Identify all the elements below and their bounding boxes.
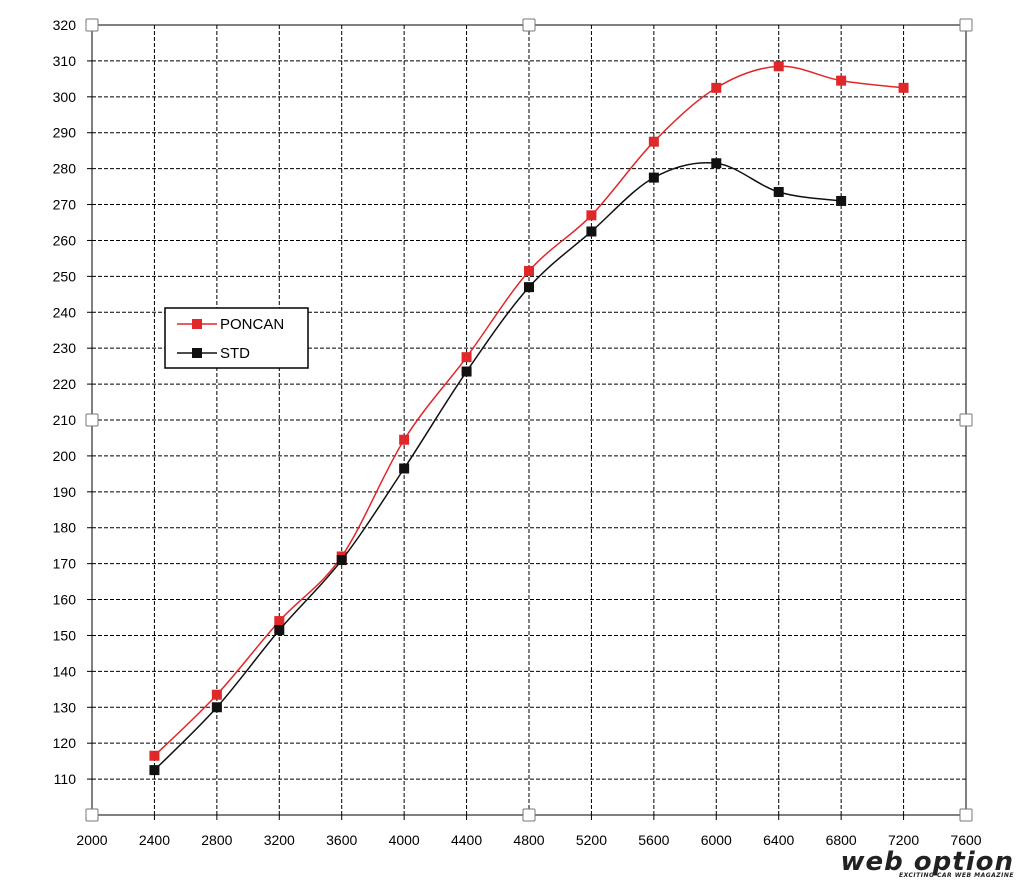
resize-handle-top-middle[interactable] bbox=[522, 18, 536, 32]
point-std-2800 bbox=[211, 702, 222, 713]
x-tick-label-2800: 2800 bbox=[201, 832, 232, 848]
resize-handle-top-left[interactable] bbox=[85, 18, 99, 32]
x-tick-label-6000: 6000 bbox=[701, 832, 732, 848]
point-std-6800 bbox=[836, 195, 847, 206]
axes: 110 120 130 140 150 160 170 180 190 200 210 220 230 2… bbox=[53, 17, 982, 848]
legend-marker-poncan bbox=[192, 319, 202, 329]
point-std-4000 bbox=[399, 463, 410, 474]
x-tick-label-2400: 2400 bbox=[139, 832, 170, 848]
point-poncan-4400 bbox=[461, 352, 472, 363]
legend-label-std: STD bbox=[220, 345, 250, 362]
point-std-3200 bbox=[274, 625, 285, 636]
y-tick-label-180: 180 bbox=[53, 520, 77, 536]
y-tick-label-280: 280 bbox=[53, 161, 77, 177]
point-std-3600 bbox=[336, 555, 347, 566]
resize-handle-bottom-right[interactable] bbox=[959, 808, 973, 822]
grid bbox=[92, 25, 966, 815]
y-tick-label-110: 110 bbox=[54, 771, 77, 787]
series-line-std bbox=[153, 161, 842, 771]
watermark-tagline: EXCITING CAR WEB MAGAZINE bbox=[898, 872, 1014, 879]
y-tick-label-310: 310 bbox=[53, 53, 77, 69]
y-tick-label-140: 140 bbox=[53, 663, 77, 679]
legend: PONCAN STD bbox=[164, 307, 309, 369]
x-tick-label-6400: 6400 bbox=[763, 832, 794, 848]
x-tick-label-4800: 4800 bbox=[513, 832, 544, 848]
y-tick-label-260: 260 bbox=[53, 232, 77, 248]
resize-handle-bottom-left[interactable] bbox=[85, 808, 99, 822]
y-tick-label-170: 170 bbox=[53, 556, 77, 572]
y-tick-label-120: 120 bbox=[53, 735, 77, 751]
y-tick-label-160: 160 bbox=[53, 592, 77, 608]
y-tick-label-320: 320 bbox=[53, 17, 77, 33]
x-tick-label-3600: 3600 bbox=[326, 832, 357, 848]
y-tick-label-240: 240 bbox=[53, 304, 77, 320]
x-tick-label-5200: 5200 bbox=[576, 832, 607, 848]
series-std bbox=[149, 158, 847, 776]
point-poncan-4800 bbox=[524, 265, 534, 276]
series-group bbox=[149, 61, 909, 776]
x-tick-label-7200: 7200 bbox=[888, 832, 919, 848]
plot-frame bbox=[91, 24, 967, 816]
resize-handle-middle-left[interactable] bbox=[85, 413, 99, 427]
series-poncan bbox=[149, 61, 909, 761]
x-tick-label-5600: 5600 bbox=[638, 832, 669, 848]
x-tick-label-3200: 3200 bbox=[264, 832, 295, 848]
x-tick-label-2000: 2000 bbox=[76, 832, 107, 848]
y-tick-label-210: 210 bbox=[53, 412, 77, 428]
point-std-2400 bbox=[149, 765, 160, 776]
point-std-4800 bbox=[524, 282, 534, 293]
legend-label-poncan: PONCAN bbox=[220, 316, 284, 333]
point-poncan-5600 bbox=[648, 136, 659, 147]
y-tick-label-200: 200 bbox=[53, 448, 77, 464]
legend-marker-std bbox=[192, 348, 202, 358]
point-std-5200 bbox=[586, 226, 597, 237]
y-tick-label-190: 190 bbox=[53, 484, 77, 500]
selection-handles[interactable] bbox=[85, 18, 973, 822]
resize-handle-bottom-middle[interactable] bbox=[522, 808, 536, 822]
x-tick-label-7600: 7600 bbox=[950, 832, 981, 848]
x-tick-label-4000: 4000 bbox=[389, 832, 420, 848]
point-poncan-6000 bbox=[711, 82, 722, 93]
point-std-5600 bbox=[648, 172, 659, 183]
x-tick-label-6800: 6800 bbox=[826, 832, 857, 848]
y-tick-label-300: 300 bbox=[53, 89, 77, 105]
y-tick-label-220: 220 bbox=[53, 376, 77, 392]
point-poncan-5200 bbox=[586, 210, 597, 221]
point-std-6400 bbox=[773, 186, 784, 197]
resize-handle-middle-right[interactable] bbox=[959, 413, 973, 427]
point-poncan-6800 bbox=[836, 75, 847, 86]
point-poncan-4000 bbox=[399, 434, 410, 445]
point-poncan-2800 bbox=[211, 689, 222, 700]
plot-border bbox=[91, 24, 967, 816]
resize-handle-top-right[interactable] bbox=[959, 18, 973, 32]
point-poncan-3200 bbox=[274, 616, 285, 627]
point-poncan-6400 bbox=[773, 61, 784, 72]
y-tick-label-150: 150 bbox=[53, 627, 77, 643]
y-tick-label-270: 270 bbox=[53, 197, 77, 213]
y-tick-label-290: 290 bbox=[53, 125, 77, 141]
legend-box bbox=[164, 307, 309, 369]
point-std-6000 bbox=[711, 158, 722, 169]
x-tick-label-4400: 4400 bbox=[451, 832, 482, 848]
y-tick-label-250: 250 bbox=[53, 268, 77, 284]
watermark-brand: web option bbox=[840, 847, 1014, 877]
y-tick-label-130: 130 bbox=[53, 699, 77, 715]
point-poncan-2400 bbox=[149, 750, 160, 761]
watermark-logo: web option EXCITING CAR WEB MAGAZINE bbox=[840, 849, 1014, 879]
point-poncan-7200 bbox=[898, 82, 909, 93]
y-tick-label-230: 230 bbox=[53, 340, 77, 356]
point-std-4400 bbox=[461, 366, 472, 377]
